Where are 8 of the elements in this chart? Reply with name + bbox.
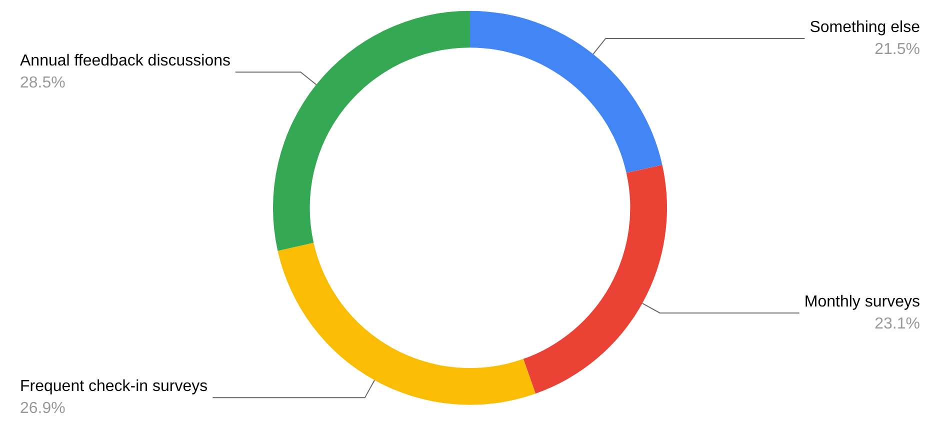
slice-label: Monthly surveys [804, 293, 920, 310]
slice-label: Annual ffeedback discussions [20, 52, 231, 70]
slice-label: Frequent check-in surveys [20, 378, 208, 396]
data-label: 28.5% [20, 74, 66, 92]
data-label: 26.9% [20, 400, 66, 418]
data-label: 21.5% [874, 40, 920, 58]
slice-label: Something else [810, 18, 920, 36]
data-label: 23.1% [874, 315, 920, 332]
